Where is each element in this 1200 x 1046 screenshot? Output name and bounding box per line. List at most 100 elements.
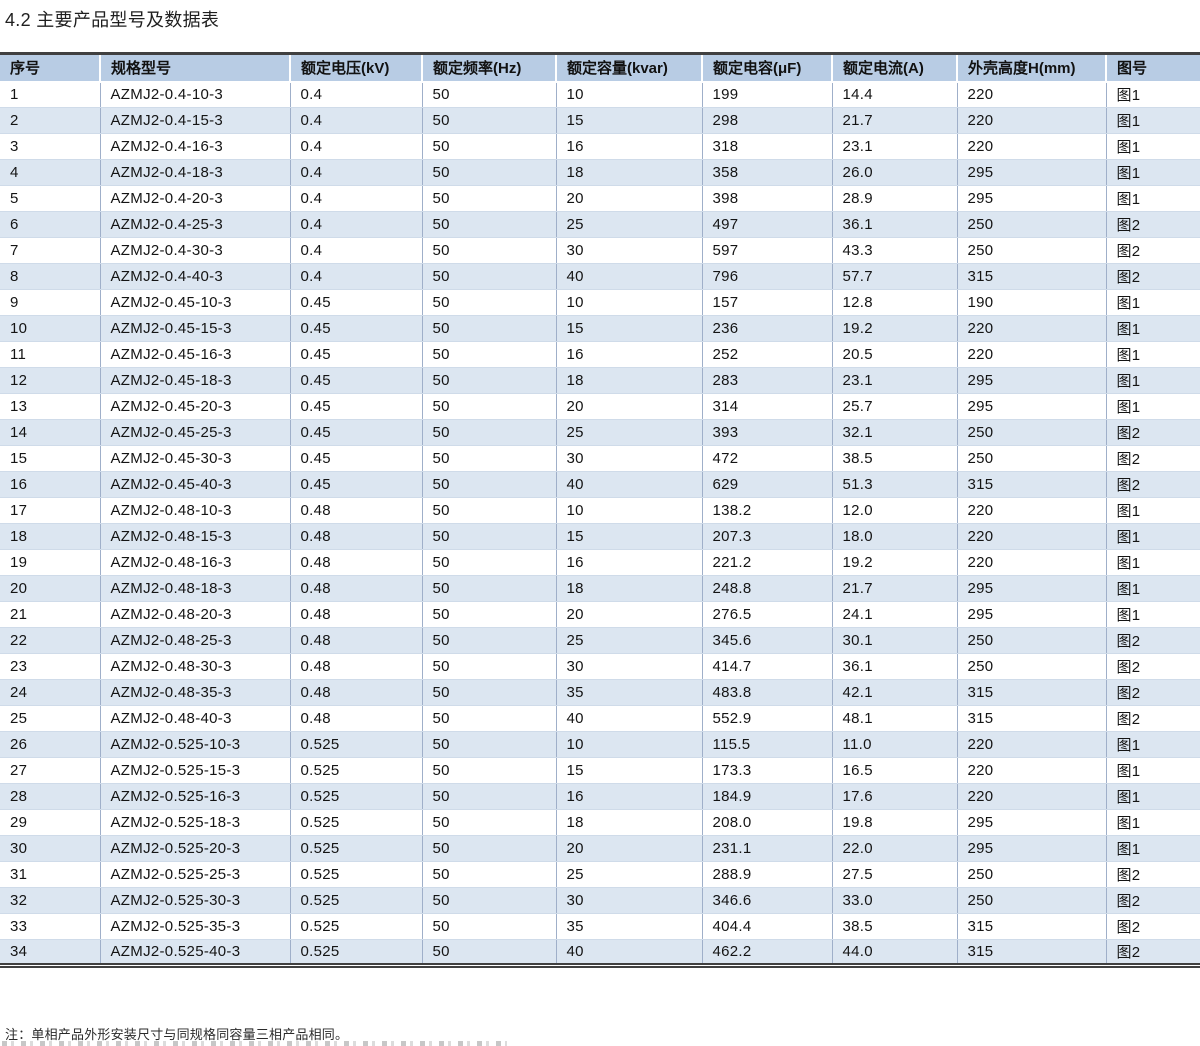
table-cell: 35 bbox=[556, 679, 703, 706]
table-cell: 0.4 bbox=[290, 107, 423, 134]
table-cell: 12.8 bbox=[832, 289, 958, 316]
table-cell: 250 bbox=[957, 211, 1107, 238]
column-header: 额定电容(μF) bbox=[702, 53, 833, 83]
table-cell: 50 bbox=[422, 757, 557, 784]
table-cell: AZMJ2-0.48-20-3 bbox=[100, 601, 291, 628]
table-cell: 图1 bbox=[1106, 809, 1200, 836]
table-cell: 295 bbox=[957, 575, 1107, 602]
table-cell: 220 bbox=[957, 107, 1107, 134]
table-cell: 318 bbox=[702, 133, 833, 160]
table-cell: 597 bbox=[702, 237, 833, 264]
table-cell: 346.6 bbox=[702, 887, 833, 914]
table-cell: 30 bbox=[556, 653, 703, 680]
table-cell: 18 bbox=[556, 575, 703, 602]
table-cell: 220 bbox=[957, 731, 1107, 758]
table-cell: 15 bbox=[556, 523, 703, 550]
table-cell: 50 bbox=[422, 107, 557, 134]
table-cell: 0.4 bbox=[290, 185, 423, 212]
table-cell: 295 bbox=[957, 835, 1107, 862]
table-cell: AZMJ2-0.525-25-3 bbox=[100, 861, 291, 888]
table-row: 14 AZMJ2-0.45-25-3 0.45 50 25 393 32.1 250 图2 bbox=[0, 419, 1200, 446]
table-cell: 0.48 bbox=[290, 601, 423, 628]
column-header: 额定频率(Hz) bbox=[422, 53, 557, 83]
table-cell: 17.6 bbox=[832, 783, 958, 810]
table-cell: 33.0 bbox=[832, 887, 958, 914]
table-cell: AZMJ2-0.4-18-3 bbox=[100, 159, 291, 186]
table-cell: AZMJ2-0.525-20-3 bbox=[100, 835, 291, 862]
table-cell: 50 bbox=[422, 159, 557, 186]
table-cell: 0.48 bbox=[290, 627, 423, 654]
table-cell: 295 bbox=[957, 185, 1107, 212]
table-cell: 30 bbox=[556, 887, 703, 914]
table-cell: 35 bbox=[556, 913, 703, 940]
table-cell: 36.1 bbox=[832, 211, 958, 238]
column-header: 额定电压(kV) bbox=[290, 53, 423, 83]
table-cell: 483.8 bbox=[702, 679, 833, 706]
table-cell: AZMJ2-0.48-10-3 bbox=[100, 497, 291, 524]
table-cell: 43.3 bbox=[832, 237, 958, 264]
table-cell: 30.1 bbox=[832, 627, 958, 654]
table-cell: AZMJ2-0.48-25-3 bbox=[100, 627, 291, 654]
table-cell: 295 bbox=[957, 601, 1107, 628]
table-row: 34 AZMJ2-0.525-40-3 0.525 50 40 462.2 44.0 315 图… bbox=[0, 939, 1200, 966]
table-cell: 50 bbox=[422, 549, 557, 576]
table-cell: 50 bbox=[422, 497, 557, 524]
table-cell: 398 bbox=[702, 185, 833, 212]
table-cell: 图1 bbox=[1106, 159, 1200, 186]
table-cell: 0.525 bbox=[290, 835, 423, 862]
table-cell: 276.5 bbox=[702, 601, 833, 628]
table-cell: AZMJ2-0.525-15-3 bbox=[100, 757, 291, 784]
table-cell: 40 bbox=[556, 939, 703, 966]
table-cell: AZMJ2-0.4-15-3 bbox=[100, 107, 291, 134]
table-cell: 25 bbox=[556, 211, 703, 238]
table-cell: 10 bbox=[556, 81, 703, 108]
table-cell: 图2 bbox=[1106, 211, 1200, 238]
table-row: 29 AZMJ2-0.525-18-3 0.525 50 18 208.0 19.8 295 图… bbox=[0, 809, 1200, 836]
table-cell: 0.525 bbox=[290, 939, 423, 966]
table-cell: 12 bbox=[0, 367, 101, 394]
table-cell: 23 bbox=[0, 653, 101, 680]
table-cell: 184.9 bbox=[702, 783, 833, 810]
table-cell: 250 bbox=[957, 861, 1107, 888]
table-cell: 16 bbox=[556, 549, 703, 576]
table-cell: 32.1 bbox=[832, 419, 958, 446]
table-cell: 50 bbox=[422, 861, 557, 888]
table-cell: 497 bbox=[702, 211, 833, 238]
table-cell: 51.3 bbox=[832, 471, 958, 498]
table-cell: 220 bbox=[957, 497, 1107, 524]
table-cell: 50 bbox=[422, 627, 557, 654]
table-cell: 0.4 bbox=[290, 263, 423, 290]
table-row: 21 AZMJ2-0.48-20-3 0.48 50 20 276.5 24.1 295 图1 bbox=[0, 601, 1200, 628]
table-cell: AZMJ2-0.4-30-3 bbox=[100, 237, 291, 264]
table-cell: 190 bbox=[957, 289, 1107, 316]
table-cell: 472 bbox=[702, 445, 833, 472]
table-cell: 0.45 bbox=[290, 341, 423, 368]
table-cell: 0.48 bbox=[290, 549, 423, 576]
table-cell: 207.3 bbox=[702, 523, 833, 550]
table-cell: 34 bbox=[0, 939, 101, 966]
column-header: 额定电流(A) bbox=[832, 53, 958, 83]
table-cell: 50 bbox=[422, 835, 557, 862]
table-cell: 314 bbox=[702, 393, 833, 420]
table-cell: 38.5 bbox=[832, 445, 958, 472]
table-cell: 250 bbox=[957, 419, 1107, 446]
table-cell: AZMJ2-0.48-35-3 bbox=[100, 679, 291, 706]
table-row: 24 AZMJ2-0.48-35-3 0.48 50 35 483.8 42.1 315 图2 bbox=[0, 679, 1200, 706]
table-row: 2 AZMJ2-0.4-15-3 0.4 50 15 298 21.7 220 图1 bbox=[0, 107, 1200, 134]
table-cell: 288.9 bbox=[702, 861, 833, 888]
table-cell: 50 bbox=[422, 601, 557, 628]
table-cell: 图1 bbox=[1106, 783, 1200, 810]
table-row: 27 AZMJ2-0.525-15-3 0.525 50 15 173.3 16.5 220 图… bbox=[0, 757, 1200, 784]
table-cell: 图1 bbox=[1106, 341, 1200, 368]
table-cell: AZMJ2-0.525-35-3 bbox=[100, 913, 291, 940]
table-cell: 295 bbox=[957, 367, 1107, 394]
table-cell: 19.8 bbox=[832, 809, 958, 836]
table-cell: 220 bbox=[957, 523, 1107, 550]
table-cell: 29 bbox=[0, 809, 101, 836]
table-cell: 11 bbox=[0, 341, 101, 368]
table-cell: 图2 bbox=[1106, 887, 1200, 914]
table-cell: AZMJ2-0.48-30-3 bbox=[100, 653, 291, 680]
table-cell: 23.1 bbox=[832, 133, 958, 160]
table-row: 20 AZMJ2-0.48-18-3 0.48 50 18 248.8 21.7 295 图1 bbox=[0, 575, 1200, 602]
table-cell: 283 bbox=[702, 367, 833, 394]
